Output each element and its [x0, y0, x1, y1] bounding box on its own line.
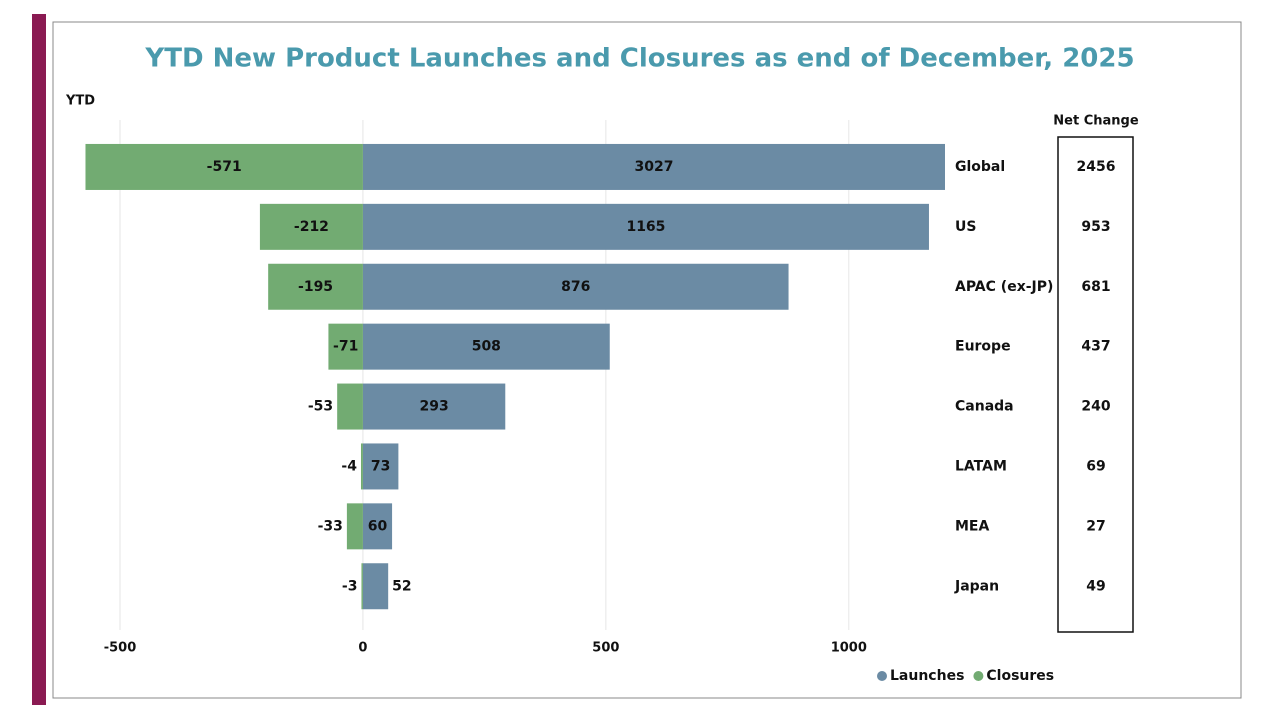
net-change-value: 681: [1081, 279, 1110, 295]
data-label: -53: [308, 399, 333, 415]
data-label: 3027: [634, 159, 673, 175]
data-label: 52: [392, 578, 411, 594]
net-change-value: 240: [1081, 399, 1110, 415]
legend-marker: [877, 671, 887, 681]
category-label: Canada: [955, 399, 1014, 415]
bar: [337, 383, 363, 430]
category-label: Japan: [954, 578, 999, 594]
bar: [259, 203, 363, 250]
net-change-value: 27: [1086, 518, 1105, 534]
bar: [360, 443, 363, 490]
x-tick-label: 500: [592, 641, 619, 656]
net-change-value: 953: [1081, 219, 1110, 235]
data-label: -4: [341, 458, 357, 474]
category-label: LATAM: [955, 458, 1007, 474]
data-label: -33: [318, 518, 343, 534]
bar: [362, 263, 789, 310]
category-label: Europe: [955, 339, 1011, 355]
data-label: 1165: [626, 219, 665, 235]
net-change-value: 69: [1086, 458, 1105, 474]
data-label: 508: [472, 339, 501, 355]
bar: [362, 503, 393, 550]
data-label: 60: [368, 518, 388, 534]
legend-label: Closures: [986, 668, 1054, 684]
data-label: 876: [561, 279, 590, 295]
net-change-value: 437: [1081, 339, 1110, 355]
data-label: -71: [333, 339, 358, 355]
data-label: -3: [342, 578, 358, 594]
bar: [361, 563, 363, 610]
card: [52, 21, 1242, 699]
data-label: 293: [419, 399, 448, 415]
bar: [362, 143, 945, 190]
data-label: -212: [294, 219, 329, 235]
category-label: Global: [955, 159, 1005, 175]
accent-bar: [32, 14, 46, 705]
bar: [346, 503, 363, 550]
x-tick-label: 0: [358, 641, 367, 656]
x-tick-label: 1000: [831, 641, 867, 656]
bar: [85, 143, 363, 190]
net-change-value: 2456: [1077, 159, 1116, 175]
legend-marker: [973, 671, 984, 681]
net-change-value: 49: [1086, 578, 1105, 594]
bar: [362, 383, 506, 430]
category-label: US: [955, 219, 976, 235]
category-label: APAC (ex-JP): [955, 279, 1053, 295]
bar: [268, 263, 363, 310]
bar: [362, 323, 610, 370]
data-label: -195: [298, 279, 333, 295]
x-tick-label: -500: [104, 641, 137, 656]
data-label: 73: [371, 458, 390, 474]
data-label: -571: [207, 159, 242, 175]
net-change-title: Net Change: [1053, 114, 1139, 129]
category-label: MEA: [955, 518, 989, 534]
chart-title: YTD New Product Launches and Closures as…: [144, 44, 1134, 74]
axis-label: YTD: [65, 94, 95, 109]
bar: [362, 203, 929, 250]
bar: [328, 323, 363, 370]
net-change-box: [1057, 136, 1134, 633]
bar: [362, 563, 389, 610]
legend-label: Launches: [890, 668, 964, 684]
bar: [362, 443, 399, 490]
